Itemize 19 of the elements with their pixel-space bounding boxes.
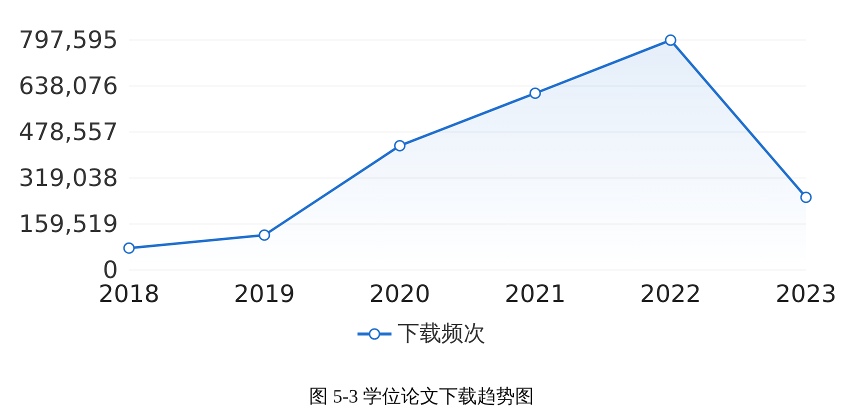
point: [800, 192, 812, 204]
y-tick-label: 319,038: [18, 164, 118, 192]
point: [123, 242, 135, 254]
point: [664, 34, 676, 46]
x-tick-label: 2020: [369, 280, 430, 308]
x-tick-label: 2023: [775, 280, 837, 308]
x-tick-label: 2022: [640, 280, 702, 308]
point: [529, 87, 541, 99]
x-tick-label: 2021: [504, 280, 566, 308]
point: [258, 229, 270, 241]
x-tick-label: 2019: [234, 280, 295, 308]
y-tick-label: 159,519: [18, 210, 118, 238]
legend-label: 下载频次: [398, 322, 486, 346]
y-tick-label: 478,557: [18, 118, 118, 146]
legend: 下载频次: [358, 322, 486, 346]
y-tick-label: 797,595: [18, 26, 118, 54]
caption: 图 5-3 学位论文下载趋势图: [309, 386, 534, 408]
point: [394, 140, 406, 152]
y-tick-label: 638,076: [18, 72, 118, 100]
